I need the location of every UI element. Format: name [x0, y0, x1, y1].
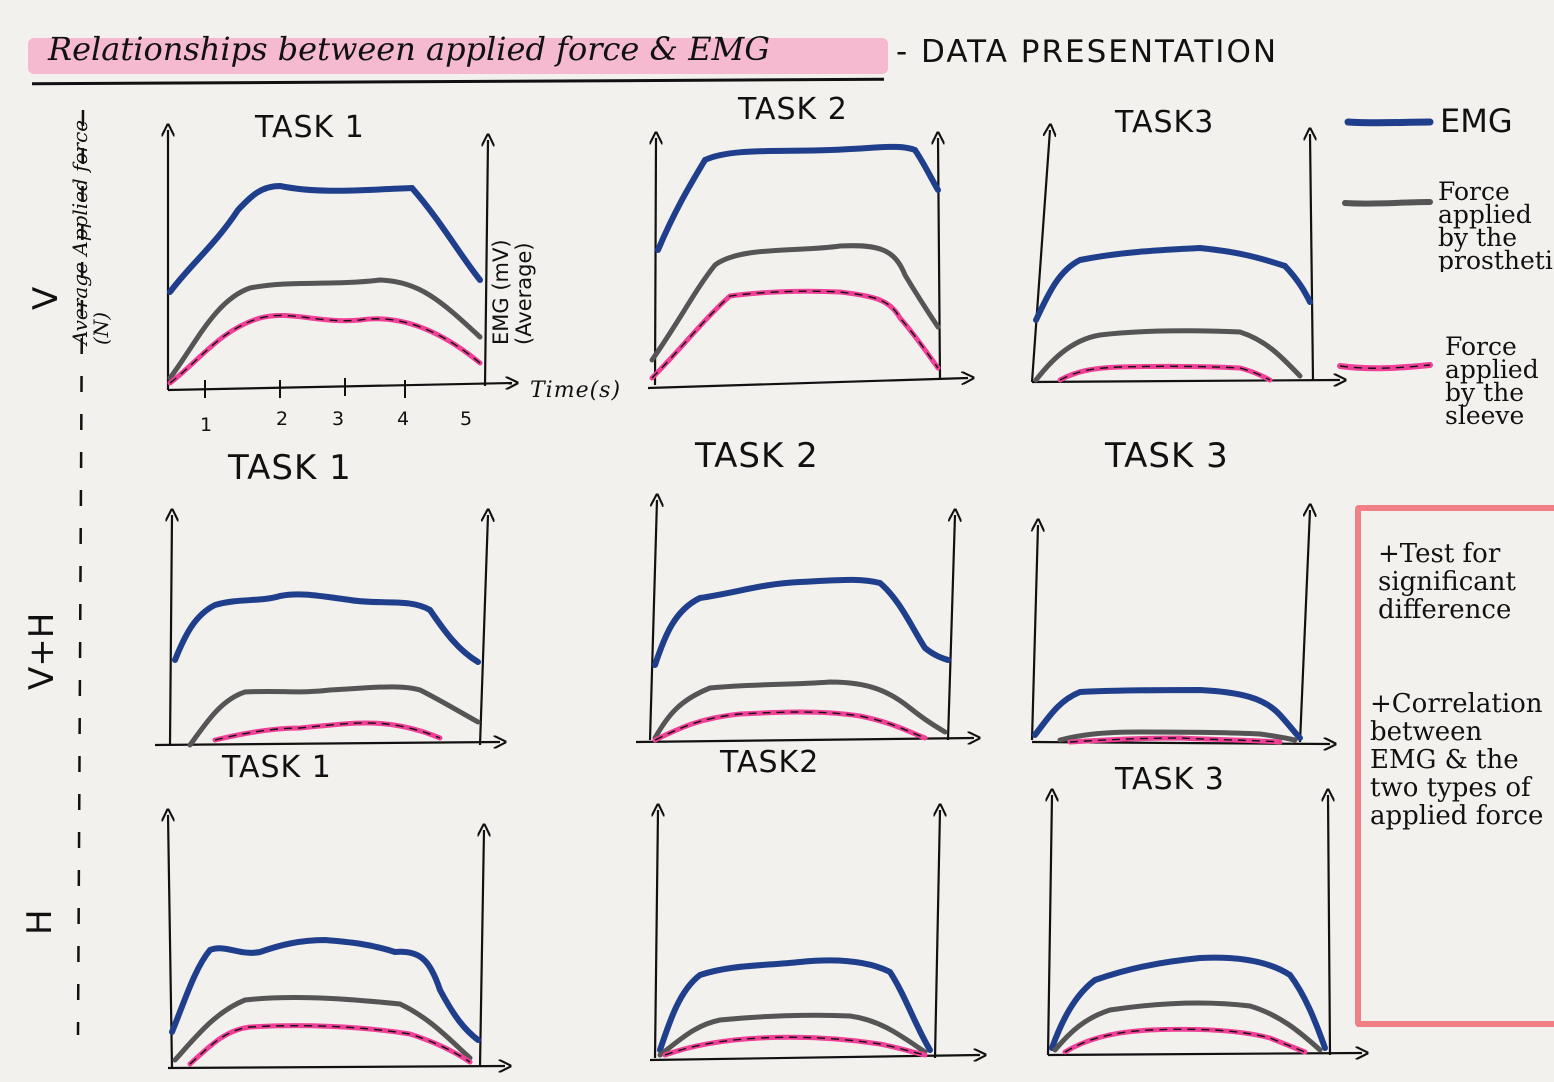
legend-label-emg: EMG [1440, 102, 1513, 140]
x-tick-1: 1 [200, 414, 213, 436]
legend-swatches [1337, 118, 1434, 372]
plot-h-task1 [168, 815, 505, 1068]
task-label-r3c3: TASK 3 [1115, 762, 1225, 797]
plot-vh-task3 [1030, 510, 1330, 744]
x-tick-4: 4 [397, 408, 410, 430]
task-label-r1c2: TASK 2 [738, 92, 848, 127]
task-label-r3c1: TASK 1 [222, 750, 332, 785]
plot-vh-task1 [154, 515, 500, 745]
x-axis-label: Time(s) [530, 378, 622, 403]
x-tick-3: 3 [332, 408, 345, 430]
notes-box [1355, 505, 1554, 1027]
page-subtitle: - DATA PRESENTATION [896, 34, 1279, 70]
page-title: Relationships between applied force & EM… [48, 30, 770, 68]
task-label-r2c3: TASK 3 [1105, 436, 1229, 476]
note-significance: +Test for significant difference [1378, 540, 1516, 624]
row-divider [76, 109, 85, 1036]
plot-h-task2 [649, 810, 980, 1060]
plot-v-task1 [168, 130, 512, 398]
x-tick-2: 2 [276, 408, 289, 430]
task-label-r1c3: TASK3 [1115, 105, 1215, 140]
plot-vh-task2 [635, 500, 974, 742]
legend-label-prosthetic: Force applied by the prosthetic [1438, 180, 1554, 272]
legend-label-sleeve: Force applied by the sleeve [1445, 335, 1539, 427]
task-label-r1c1: TASK 1 [255, 110, 365, 145]
legend-swatch-prosthetic [1342, 199, 1433, 207]
plot-v-task3 [1030, 130, 1340, 382]
task-label-r2c1: TASK 1 [228, 448, 352, 488]
title-highlight [28, 38, 888, 74]
x-tick-5: 5 [460, 408, 473, 430]
legend-swatch-emg [1344, 118, 1434, 127]
plot-h-task3 [1048, 795, 1362, 1055]
note-correlation: +Correlation between EMG & the two types… [1370, 690, 1544, 830]
plot-v-task2 [647, 138, 968, 390]
task-label-r3c2: TASK2 [720, 745, 820, 780]
task-label-r2c2: TASK 2 [695, 436, 819, 476]
